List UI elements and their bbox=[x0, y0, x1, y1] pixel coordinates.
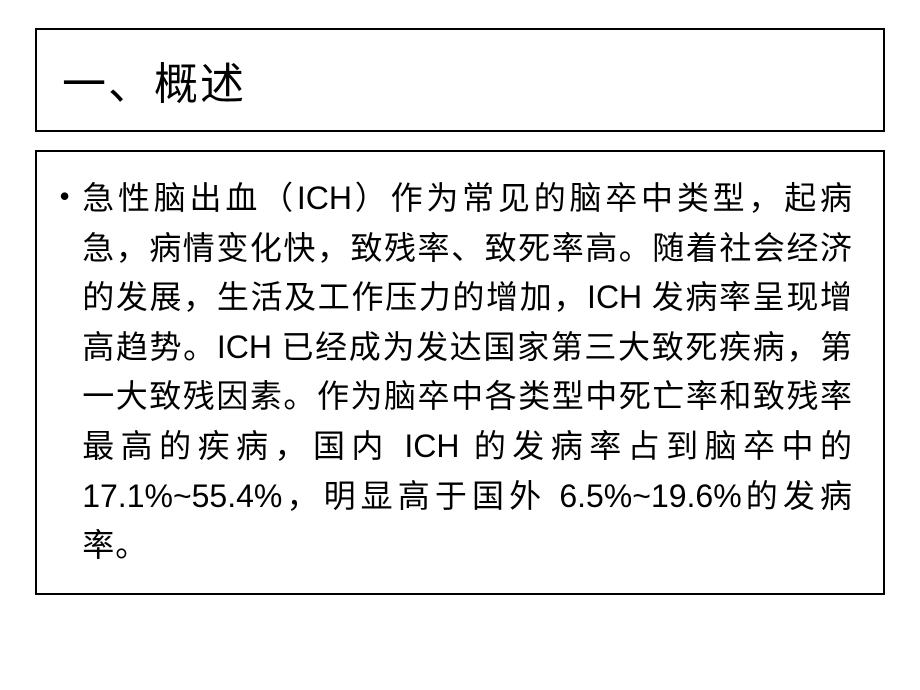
content-wrapper: • 急性脑出血（ICH）作为常见的脑卒中类型，起病急，病情变化快，致残率、致死率… bbox=[59, 174, 853, 571]
title-box: 一、概述 bbox=[35, 28, 885, 132]
slide-title: 一、概述 bbox=[62, 48, 858, 112]
slide-content: 急性脑出血（ICH）作为常见的脑卒中类型，起病急，病情变化快，致残率、致死率高。… bbox=[82, 174, 853, 571]
content-box: • 急性脑出血（ICH）作为常见的脑卒中类型，起病急，病情变化快，致残率、致死率… bbox=[35, 150, 885, 595]
bullet-icon: • bbox=[59, 178, 70, 215]
